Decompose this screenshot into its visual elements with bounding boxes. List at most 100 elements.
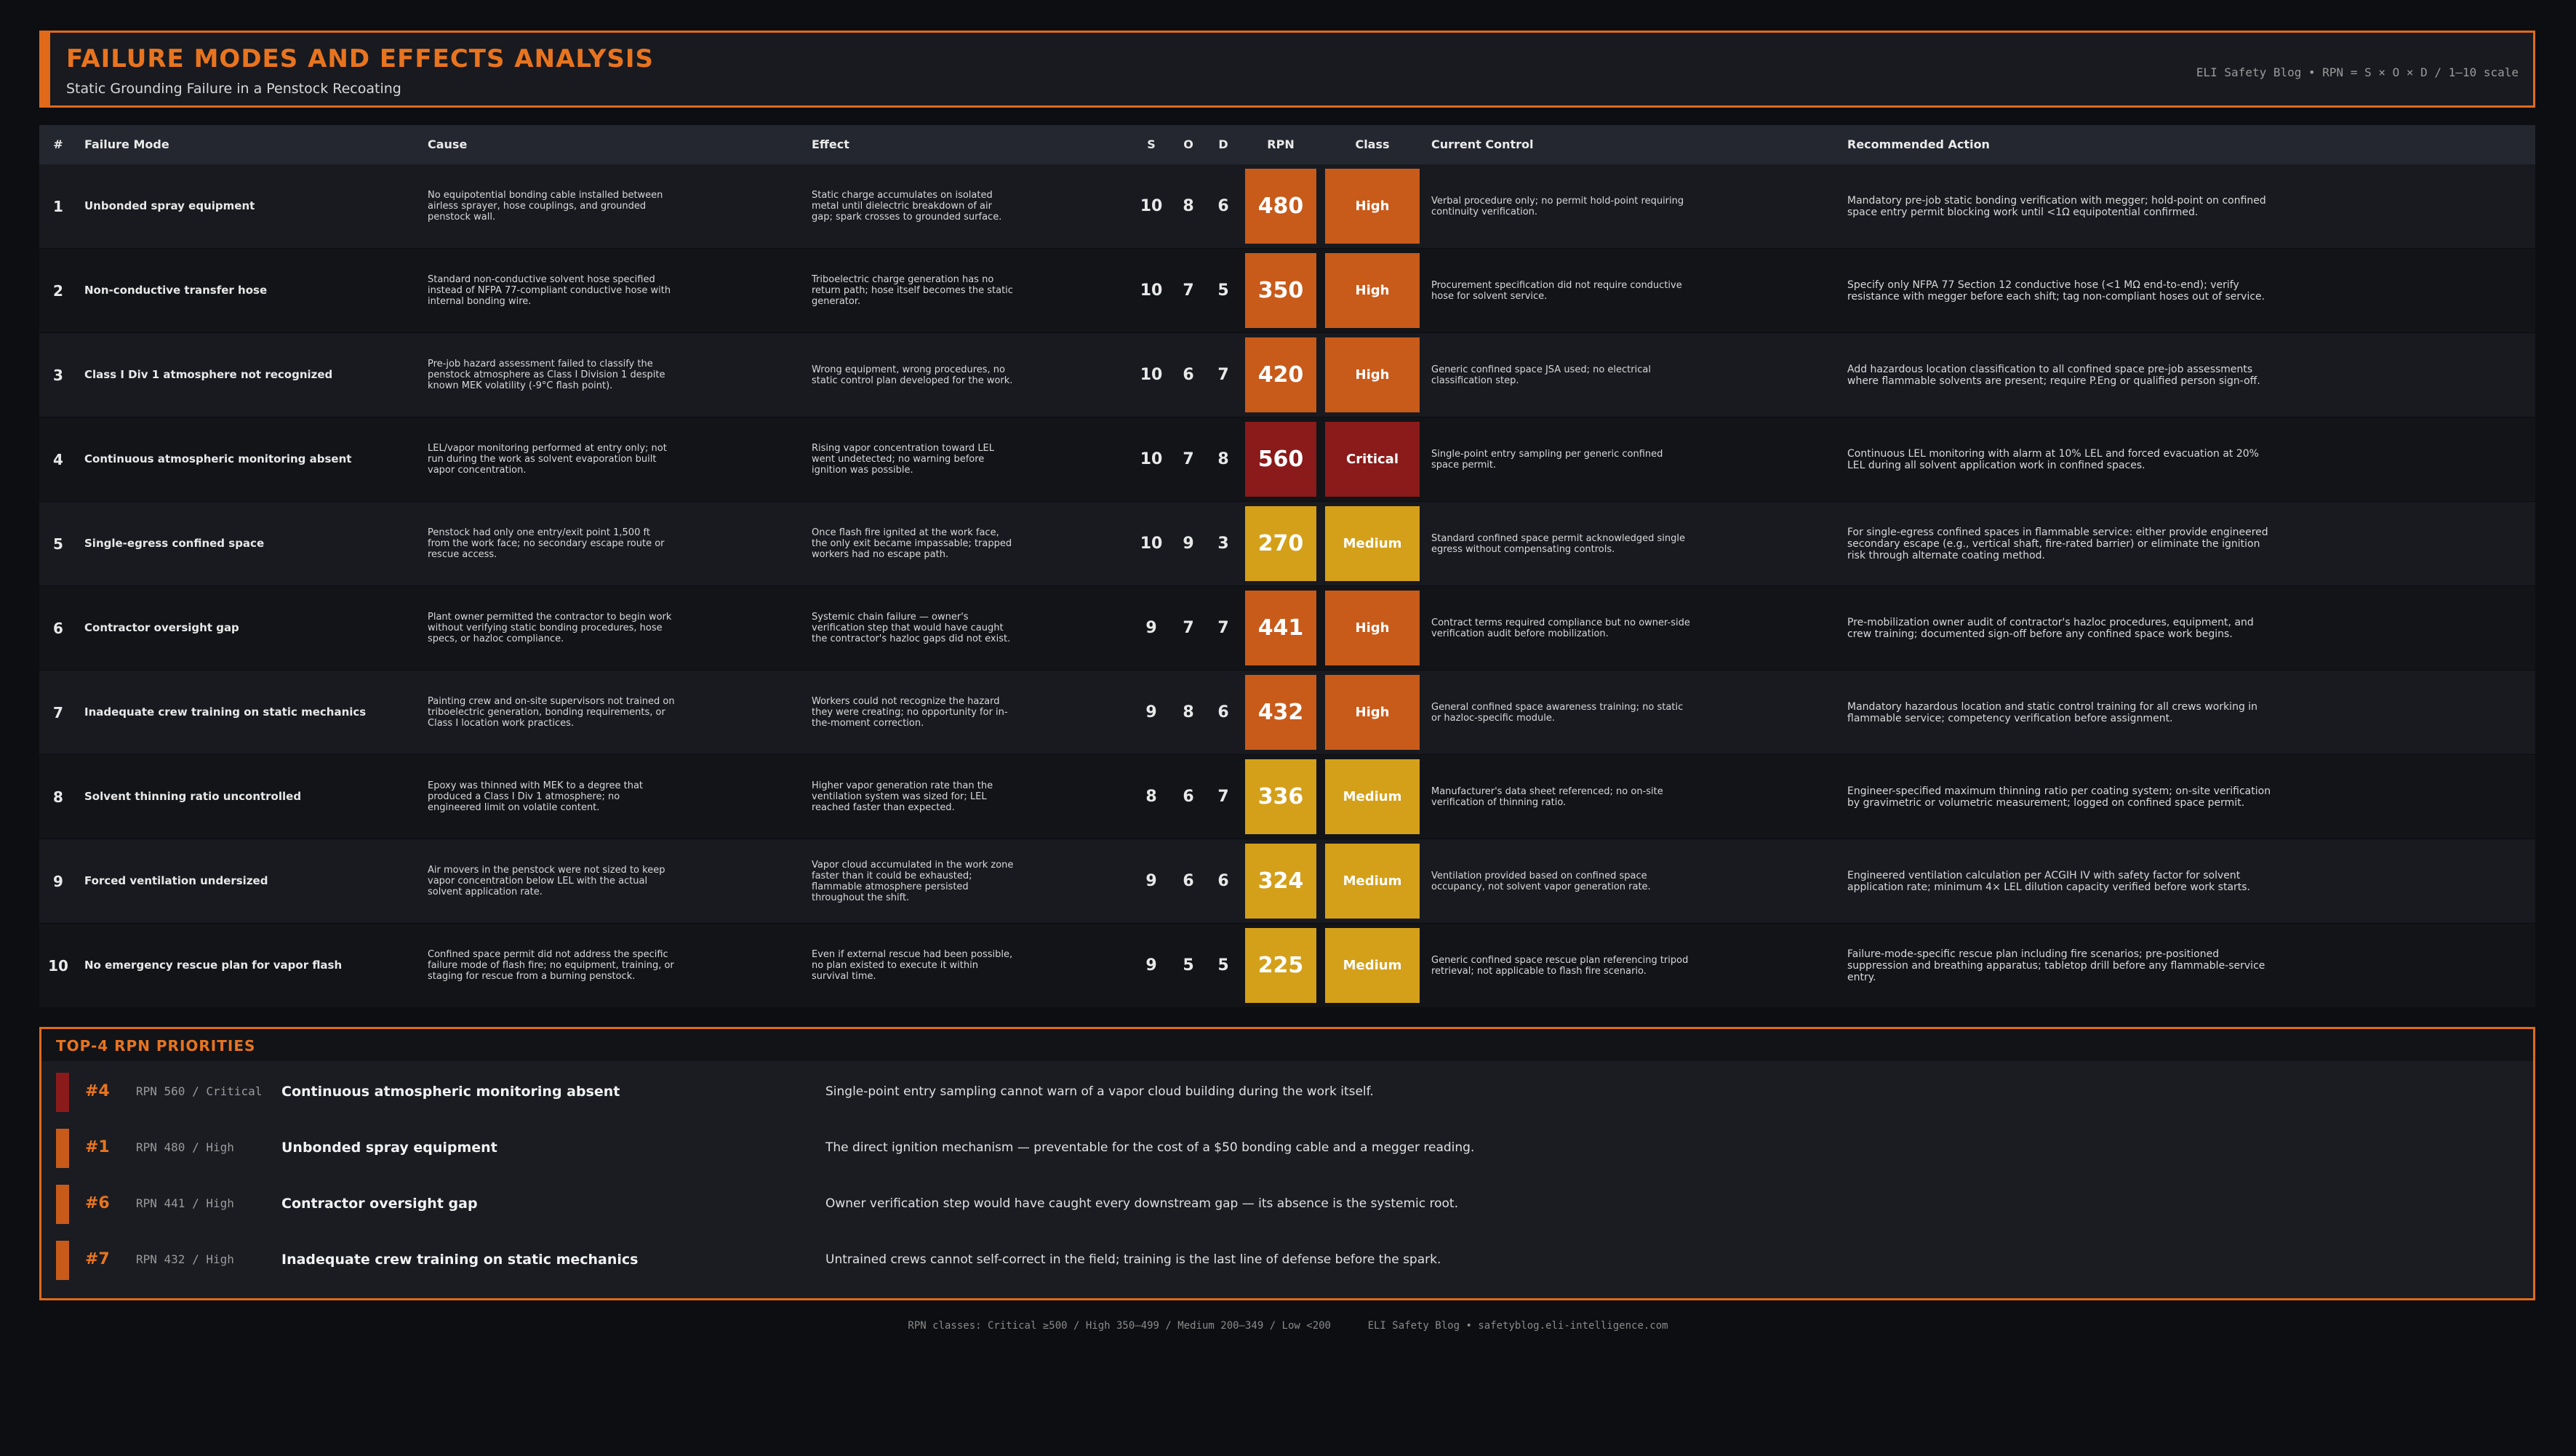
priority-severity-bar [56,1241,69,1280]
detection-cell: 5 [1217,281,1229,300]
fmea-table: # Failure Mode Cause Effect S O D RPN Cl… [39,125,2535,1008]
effect-cell: Higher vapor generation rate than the ve… [812,780,993,813]
failure-mode-cell: Inadequate crew training on static mecha… [84,705,367,719]
table-row: 5 Single-egress confined space Penstock ha… [39,502,2535,586]
rpn-badge: 225 [1245,928,1316,1003]
current-control-cell: Standard confined space permit acknowled… [1431,532,1686,555]
failure-mode-cell: No emergency rescue plan for vapor flash [84,959,343,972]
row-number: 2 [53,281,63,300]
header-rpn: RPN [1267,137,1295,151]
row-number: 10 [48,956,68,975]
failure-mode-cell: Continuous atmospheric monitoring absent [84,452,352,465]
footer-legend: RPN classes: Critical ≥500 / High 350–49… [908,1320,1331,1332]
recommended-action-cell: Add hazardous location classification to… [1847,363,2260,387]
priority-failure-mode: Inadequate crew training on static mecha… [281,1252,639,1268]
rpn-badge: 560 [1245,422,1316,497]
report-header: FAILURE MODES AND EFFECTS ANALYSIS Stati… [39,31,2535,108]
table-body: 1 Unbonded spray equipment No equipotentia… [39,164,2535,1008]
table-row: 2 Non-conductive transfer hose Standard no… [39,249,2535,333]
recommended-action-cell: Engineered ventilation calculation per A… [1847,869,2251,893]
priority-note: Owner verification step would have caugh… [825,1196,1458,1211]
page-subtitle: Static Grounding Failure in a Penstock R… [66,81,401,97]
class-badge: Medium [1325,759,1420,834]
cause-cell: No equipotential bonding cable installed… [428,190,663,223]
detection-cell: 3 [1217,535,1229,553]
row-number: 4 [53,450,63,468]
header-failure-mode: Failure Mode [84,137,169,151]
recommended-action-cell: For single-egress confined spaces in fla… [1847,526,2268,561]
priorities-header: TOP-4 RPN PRIORITIES [41,1029,2533,1061]
class-badge: High [1325,591,1420,665]
header-meta: ELI Safety Blog • RPN = S × O × D / 1–10… [2196,65,2519,79]
failure-mode-cell: Forced ventilation undersized [84,874,268,887]
severity-cell: 9 [1145,619,1157,637]
priority-severity-bar [56,1185,69,1224]
severity-cell: 10 [1140,197,1163,215]
class-badge: High [1325,675,1420,750]
recommended-action-cell: Pre-mobilization owner audit of contract… [1847,616,2254,640]
recommended-action-cell: Failure-mode-specific rescue plan includ… [1847,948,2265,983]
row-number: 3 [53,366,63,384]
table-row: 9 Forced ventilation undersized Air movers… [39,839,2535,924]
priority-rpn-meta: RPN 480 / High [136,1140,234,1154]
failure-mode-cell: Single-egress confined space [84,537,265,550]
header-effect: Effect [812,137,849,151]
cause-cell: Penstock had only one entry/exit point 1… [428,527,665,560]
cause-cell: Confined space permit did not address th… [428,949,674,982]
header-accent-bar [41,33,50,105]
recommended-action-cell: Mandatory pre-job static bonding verific… [1847,194,2266,218]
priority-failure-mode: Unbonded spray equipment [281,1140,497,1156]
current-control-cell: General confined space awareness trainin… [1431,701,1684,724]
class-badge: High [1325,169,1420,244]
cause-cell: Epoxy was thinned with MEK to a degree t… [428,780,644,813]
class-badge: High [1325,253,1420,328]
severity-cell: 10 [1140,366,1163,384]
table-row: 6 Contractor oversight gap Plant owner per… [39,586,2535,671]
recommended-action-cell: Mandatory hazardous location and static … [1847,700,2258,724]
priority-failure-mode: Continuous atmospheric monitoring absent [281,1084,620,1100]
effect-cell: Workers could not recognize the hazard t… [812,696,1008,729]
header-num: # [53,137,63,151]
priority-rank: #4 [85,1082,110,1100]
rpn-badge: 324 [1245,844,1316,919]
priority-note: Single-point entry sampling cannot warn … [825,1084,1374,1099]
table-header: # Failure Mode Cause Effect S O D RPN Cl… [39,125,2535,164]
header-current-control: Current Control [1431,137,1534,151]
failure-mode-cell: Class I Div 1 atmosphere not recognized [84,368,333,381]
occurrence-cell: 6 [1183,366,1194,384]
cause-cell: LEL/vapor monitoring performed at entry … [428,443,667,476]
cause-cell: Pre-job hazard assessment failed to clas… [428,359,665,391]
table-row: 4 Continuous atmospheric monitoring absen… [39,417,2535,502]
class-badge: Medium [1325,928,1420,1003]
priority-item: #7 RPN 432 / High Inadequate crew training… [41,1238,2533,1281]
row-number: 9 [53,872,63,890]
footer-source: ELI Safety Blog • safetyblog.eli-intelli… [1367,1320,1668,1332]
current-control-cell: Contract terms required compliance but n… [1431,617,1690,639]
footer: RPN classes: Critical ≥500 / High 350–49… [0,1320,2576,1332]
failure-mode-cell: Unbonded spray equipment [84,199,255,212]
cause-cell: Air movers in the penstock were not size… [428,865,665,897]
header-occurrence: O [1183,137,1193,151]
table-row: 3 Class I Div 1 atmosphere not recognized… [39,333,2535,417]
severity-cell: 10 [1140,281,1163,300]
rpn-badge: 350 [1245,253,1316,328]
detection-cell: 6 [1217,872,1229,890]
priority-severity-bar [56,1129,69,1168]
priority-rank: #7 [85,1250,110,1268]
priority-failure-mode: Contractor oversight gap [281,1196,478,1212]
current-control-cell: Generic confined space JSA used; no elec… [1431,364,1651,386]
effect-cell: Wrong equipment, wrong procedures, no st… [812,364,1013,386]
current-control-cell: Ventilation provided based on confined s… [1431,870,1651,892]
severity-cell: 9 [1145,956,1157,975]
priority-rpn-meta: RPN 560 / Critical [136,1084,263,1098]
detection-cell: 8 [1217,450,1229,468]
recommended-action-cell: Continuous LEL monitoring with alarm at … [1847,447,2259,471]
cause-cell: Standard non-conductive solvent hose spe… [428,274,671,307]
cause-cell: Painting crew and on-site supervisors no… [428,696,675,729]
recommended-action-cell: Specify only NFPA 77 Section 12 conducti… [1847,279,2265,303]
priority-note: The direct ignition mechanism — preventa… [825,1140,1475,1155]
occurrence-cell: 7 [1183,281,1194,300]
detection-cell: 6 [1217,703,1229,721]
detection-cell: 7 [1217,366,1229,384]
priority-item: #4 RPN 560 / Critical Continuous atmospher… [41,1070,2533,1113]
